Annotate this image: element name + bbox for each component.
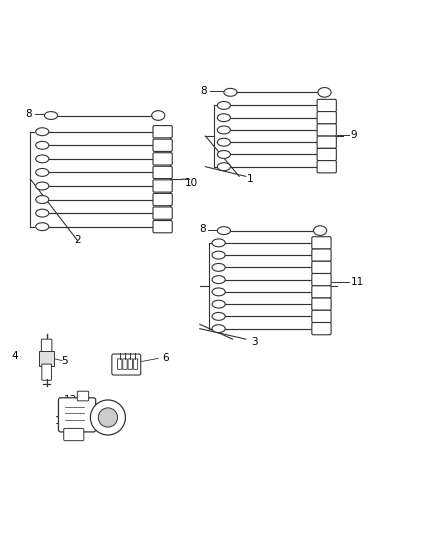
FancyBboxPatch shape [316,160,336,173]
Ellipse shape [217,114,230,122]
Ellipse shape [212,325,225,333]
Ellipse shape [35,182,49,190]
FancyBboxPatch shape [77,391,88,401]
Text: 8: 8 [198,224,205,235]
FancyBboxPatch shape [316,111,336,124]
Ellipse shape [44,111,57,119]
Ellipse shape [313,226,326,236]
FancyBboxPatch shape [311,322,330,335]
FancyBboxPatch shape [64,429,84,441]
FancyBboxPatch shape [152,221,172,233]
FancyBboxPatch shape [311,261,330,273]
Text: 10: 10 [184,179,197,188]
FancyBboxPatch shape [152,166,172,179]
FancyBboxPatch shape [39,351,54,366]
FancyBboxPatch shape [152,207,172,219]
Ellipse shape [35,155,49,163]
Text: 8: 8 [200,86,207,96]
Text: 3: 3 [251,337,257,347]
Circle shape [90,400,125,435]
FancyBboxPatch shape [133,359,138,369]
Text: 1: 1 [246,174,253,184]
Text: 11: 11 [350,277,363,287]
Ellipse shape [217,227,230,235]
Text: 2: 2 [74,235,81,245]
Text: 4: 4 [11,351,18,361]
Ellipse shape [212,276,225,284]
Ellipse shape [35,196,49,204]
Ellipse shape [35,168,49,176]
FancyBboxPatch shape [112,354,141,375]
Ellipse shape [212,312,225,320]
Ellipse shape [217,138,230,146]
FancyBboxPatch shape [316,136,336,148]
Text: 8: 8 [25,109,32,119]
Text: 5: 5 [61,356,67,366]
Ellipse shape [212,239,225,247]
FancyBboxPatch shape [42,364,51,380]
Ellipse shape [223,88,237,96]
Ellipse shape [212,251,225,259]
Ellipse shape [212,300,225,308]
FancyBboxPatch shape [152,139,172,151]
FancyBboxPatch shape [152,153,172,165]
Ellipse shape [212,263,225,271]
FancyBboxPatch shape [311,310,330,322]
FancyBboxPatch shape [311,237,330,249]
FancyBboxPatch shape [316,99,336,111]
Ellipse shape [217,126,230,134]
FancyBboxPatch shape [58,398,95,432]
Ellipse shape [35,141,49,149]
Text: 6: 6 [162,353,169,364]
Ellipse shape [151,111,164,120]
FancyBboxPatch shape [311,273,330,286]
Text: 9: 9 [350,130,357,140]
Ellipse shape [217,101,230,109]
Ellipse shape [217,150,230,158]
FancyBboxPatch shape [128,359,132,369]
FancyBboxPatch shape [316,148,336,160]
Ellipse shape [35,223,49,231]
FancyBboxPatch shape [311,298,330,310]
Ellipse shape [317,87,330,97]
FancyBboxPatch shape [316,124,336,136]
FancyBboxPatch shape [311,249,330,261]
FancyBboxPatch shape [117,359,122,369]
FancyBboxPatch shape [123,359,127,369]
Ellipse shape [212,288,225,296]
FancyBboxPatch shape [152,180,172,192]
FancyBboxPatch shape [41,339,52,353]
Text: 12: 12 [55,416,68,425]
Text: 13: 13 [64,395,77,405]
Circle shape [98,408,117,427]
Ellipse shape [35,209,49,217]
FancyBboxPatch shape [152,193,172,206]
FancyBboxPatch shape [152,126,172,138]
Ellipse shape [35,128,49,136]
Ellipse shape [217,163,230,171]
FancyBboxPatch shape [311,286,330,298]
